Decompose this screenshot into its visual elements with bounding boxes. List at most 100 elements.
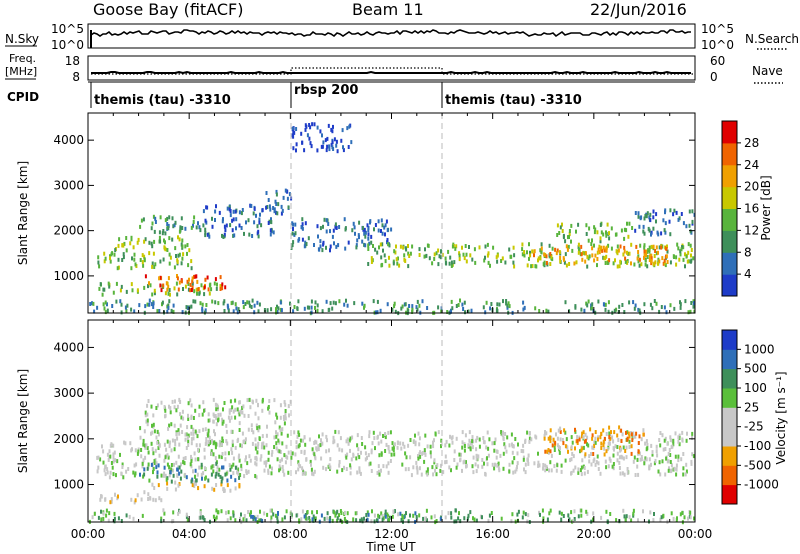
heatmap-cell (256, 450, 259, 455)
heatmap-cell (399, 441, 402, 446)
heatmap-cell (239, 410, 242, 415)
heatmap-cell (211, 216, 213, 221)
heatmap-cell (204, 475, 207, 480)
heatmap-cell (454, 246, 457, 251)
heatmap-cell (316, 224, 319, 229)
heatmap-cell (149, 283, 152, 288)
heatmap-cell (201, 412, 204, 417)
heatmap-cell (612, 439, 615, 444)
heatmap-cell (177, 253, 180, 258)
heatmap-cell (586, 303, 589, 308)
heatmap-cell (669, 438, 672, 443)
heatmap-cell (182, 416, 185, 421)
heatmap-cell (269, 207, 272, 212)
heatmap-cell (616, 458, 619, 463)
heatmap-cell (234, 302, 237, 307)
heatmap-cell (596, 263, 598, 268)
heatmap-cell (426, 306, 429, 310)
heatmap-cell (259, 518, 262, 523)
heatmap-cell (648, 228, 651, 233)
heatmap-cell (169, 470, 172, 475)
heatmap-cell (501, 432, 504, 437)
heatmap-cell (254, 437, 257, 442)
colorbar-tick-label: -500 (744, 458, 771, 472)
heatmap-cell (143, 285, 146, 290)
heatmap-cell (181, 244, 184, 249)
heatmap-cell (275, 192, 278, 197)
heatmap-cell (625, 430, 627, 435)
heatmap-cell (231, 300, 234, 305)
heatmap-cell (345, 467, 348, 471)
colorbar-swatch (722, 407, 737, 428)
heatmap-cell (599, 223, 602, 227)
heatmap-cell (644, 213, 647, 218)
heatmap-cell (639, 457, 642, 462)
heatmap-cell (97, 515, 100, 520)
heatmap-cell (400, 517, 403, 522)
heatmap-cell (272, 230, 275, 235)
heatmap-cell (435, 472, 438, 477)
heatmap-cell (603, 446, 606, 451)
heatmap-cell (471, 439, 474, 444)
heatmap-cell (440, 249, 442, 254)
heatmap-cell (227, 308, 230, 313)
heatmap-cell (246, 398, 249, 403)
heatmap-cell (255, 457, 258, 462)
heatmap-cell (634, 303, 637, 308)
heatmap-cell (533, 249, 536, 254)
heatmap-cell (166, 248, 169, 252)
heatmap-cell (509, 254, 512, 259)
heatmap-cell (279, 403, 282, 408)
heatmap-cell (135, 462, 138, 467)
y-tick-label: 2000 (53, 224, 84, 238)
heatmap-cell (594, 253, 597, 258)
heatmap-cell (600, 446, 603, 450)
heatmap-cell (464, 433, 467, 438)
heatmap-cell (253, 310, 256, 315)
heatmap-cell (485, 300, 488, 305)
heatmap-cell (378, 453, 381, 458)
nsky-frame (87, 23, 696, 49)
heatmap-cell (254, 461, 257, 466)
heatmap-cell (513, 253, 516, 258)
heatmap-cell (428, 256, 431, 261)
heatmap-cell (332, 228, 335, 233)
heatmap-cell (308, 518, 311, 523)
heatmap-cell (471, 435, 474, 440)
heatmap-cell (373, 227, 375, 232)
heatmap-cell (465, 259, 468, 264)
heatmap-cell (607, 464, 610, 469)
heatmap-cell (331, 518, 334, 523)
heatmap-cell (210, 449, 213, 454)
heatmap-cell (215, 508, 218, 513)
heatmap-cell (604, 302, 607, 307)
heatmap-cell (602, 443, 605, 448)
heatmap-cell (642, 428, 645, 433)
heatmap-cell (232, 471, 235, 476)
heatmap-cell (217, 412, 220, 417)
heatmap-cell (98, 286, 101, 291)
heatmap-cell (203, 455, 206, 460)
heatmap-cell (177, 235, 179, 240)
heatmap-cell (455, 304, 458, 308)
heatmap-cell (655, 219, 657, 224)
heatmap-cell (255, 475, 258, 480)
heatmap-cell (193, 289, 196, 294)
heatmap-cell (606, 261, 609, 265)
heatmap-cell (310, 299, 313, 304)
heatmap-cell (201, 306, 204, 311)
heatmap-cell (603, 436, 606, 441)
heatmap-cell (529, 250, 531, 255)
heatmap-cell (239, 473, 242, 477)
heatmap-cell (628, 434, 631, 439)
heatmap-cell (653, 299, 656, 303)
heatmap-cell (678, 257, 681, 262)
heatmap-cell (447, 249, 450, 254)
heatmap-cell (97, 260, 100, 265)
heatmap-cell (632, 508, 635, 513)
heatmap-cell (109, 500, 112, 505)
heatmap-cell (195, 287, 198, 292)
heatmap-cell (115, 281, 118, 286)
heatmap-cell (433, 458, 436, 463)
